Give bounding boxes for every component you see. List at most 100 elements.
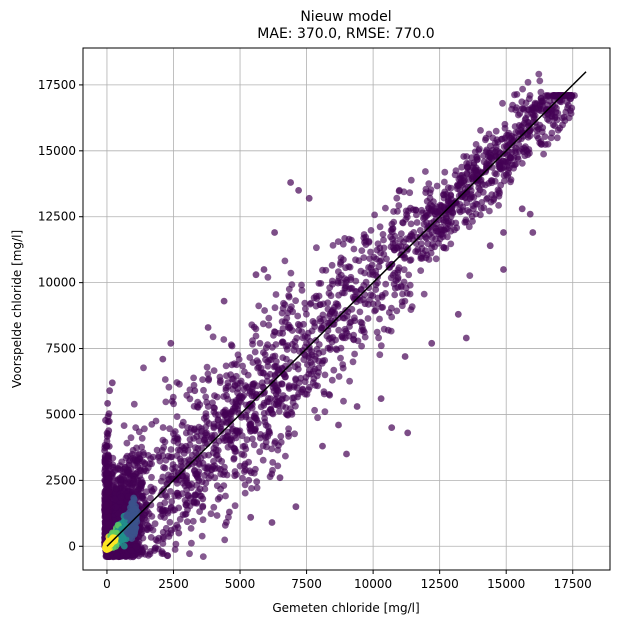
scatter-point [463, 199, 471, 207]
scatter-point [358, 342, 365, 350]
reference-line-group [106, 71, 587, 547]
scatter-point [117, 534, 124, 541]
scatter-point [171, 428, 179, 435]
scatter-point [113, 552, 121, 559]
scatter-point [375, 334, 382, 342]
scatter-point [141, 460, 149, 468]
scatter-point [391, 291, 399, 299]
scatter-point [103, 507, 110, 515]
scatter-point [276, 474, 284, 482]
scatter-point [405, 271, 413, 279]
scatter-point [169, 461, 177, 468]
scatter-point [261, 415, 268, 422]
scatter-point [285, 293, 293, 301]
scatter-point [135, 454, 142, 461]
scatter-point [311, 406, 318, 414]
x-tick-label: 12500 [421, 577, 459, 591]
scatter-point [301, 299, 309, 307]
scatter-point [105, 521, 113, 529]
scatter-point [140, 496, 148, 503]
scatter-point [148, 487, 156, 494]
chart-title: Nieuw model [300, 9, 391, 25]
scatter-point [462, 334, 470, 342]
scatter-point [204, 464, 212, 472]
scatter-point [492, 127, 500, 135]
scatter-point [518, 160, 526, 167]
scatter-point [167, 339, 175, 347]
scatter-point [103, 501, 110, 509]
scatter-point [151, 520, 159, 528]
scatter-point [374, 300, 382, 308]
scatter-point [474, 190, 482, 198]
scatter-point [397, 230, 405, 238]
scatter-point [382, 204, 389, 212]
scatter-point [199, 376, 207, 383]
scatter-point [213, 512, 221, 519]
scatter-point [149, 526, 157, 534]
scatter-point [301, 378, 309, 386]
scatter-point [287, 179, 294, 186]
y-tick-label: 7500 [45, 342, 76, 356]
scatter-point [364, 315, 372, 322]
scatter-point [191, 387, 199, 395]
scatter-point [220, 418, 227, 425]
scatter-point [270, 332, 277, 339]
scatter-point [447, 227, 455, 235]
scatter-point [376, 257, 384, 265]
scatter-point [291, 338, 299, 345]
scatter-point [345, 263, 353, 271]
scatter-point [329, 242, 337, 249]
scatter-point [183, 518, 191, 526]
scatter-point [319, 266, 326, 274]
scatter-point [455, 182, 462, 190]
scatter-point [141, 503, 149, 511]
scatter-point [207, 472, 215, 479]
scatter-point [159, 452, 167, 460]
x-tick-label: 7500 [291, 577, 322, 591]
scatter-point [259, 320, 267, 328]
scatter-point [141, 425, 148, 433]
scatter-point [456, 206, 463, 214]
scatter-point [230, 454, 238, 462]
scatter-point [111, 467, 119, 474]
scatter-point [422, 233, 430, 241]
scatter-point [378, 293, 386, 301]
grid-lines [83, 48, 610, 570]
scatter-point [242, 466, 249, 474]
scatter-point [103, 551, 110, 559]
scatter-point [505, 169, 512, 177]
scatter-point [524, 106, 532, 113]
plot-frame [82, 47, 611, 571]
scatter-point [444, 200, 452, 208]
scatter-point [193, 498, 201, 506]
scatter-point [428, 244, 435, 252]
scatter-point [279, 354, 287, 361]
scatter-point [531, 99, 539, 107]
scatter-point [379, 231, 387, 238]
scatter-point [337, 354, 344, 362]
scatter-point [134, 486, 142, 494]
scatter-point [186, 550, 193, 558]
scatter-point [511, 123, 519, 130]
scatter-point [248, 427, 255, 434]
scatter-point [524, 151, 532, 159]
scatter-point [173, 413, 181, 420]
scatter-point [346, 323, 353, 330]
scatter-point [156, 457, 164, 465]
scatter-point [255, 302, 263, 310]
scatter-point [436, 235, 444, 243]
scatter-point [187, 494, 195, 502]
scatter-point [202, 413, 210, 420]
scatter-point [407, 306, 415, 313]
scatter-point [335, 274, 343, 281]
scatter-point [188, 539, 195, 547]
scatter-point [161, 376, 169, 383]
scatter-point [280, 299, 287, 307]
scatter-point [274, 462, 282, 470]
scatter-point [487, 177, 495, 185]
scatter-point [367, 227, 375, 234]
scatter-point [166, 518, 174, 526]
scatter-point [172, 540, 180, 548]
scatter-point [103, 514, 110, 521]
scatter-point [312, 337, 320, 344]
